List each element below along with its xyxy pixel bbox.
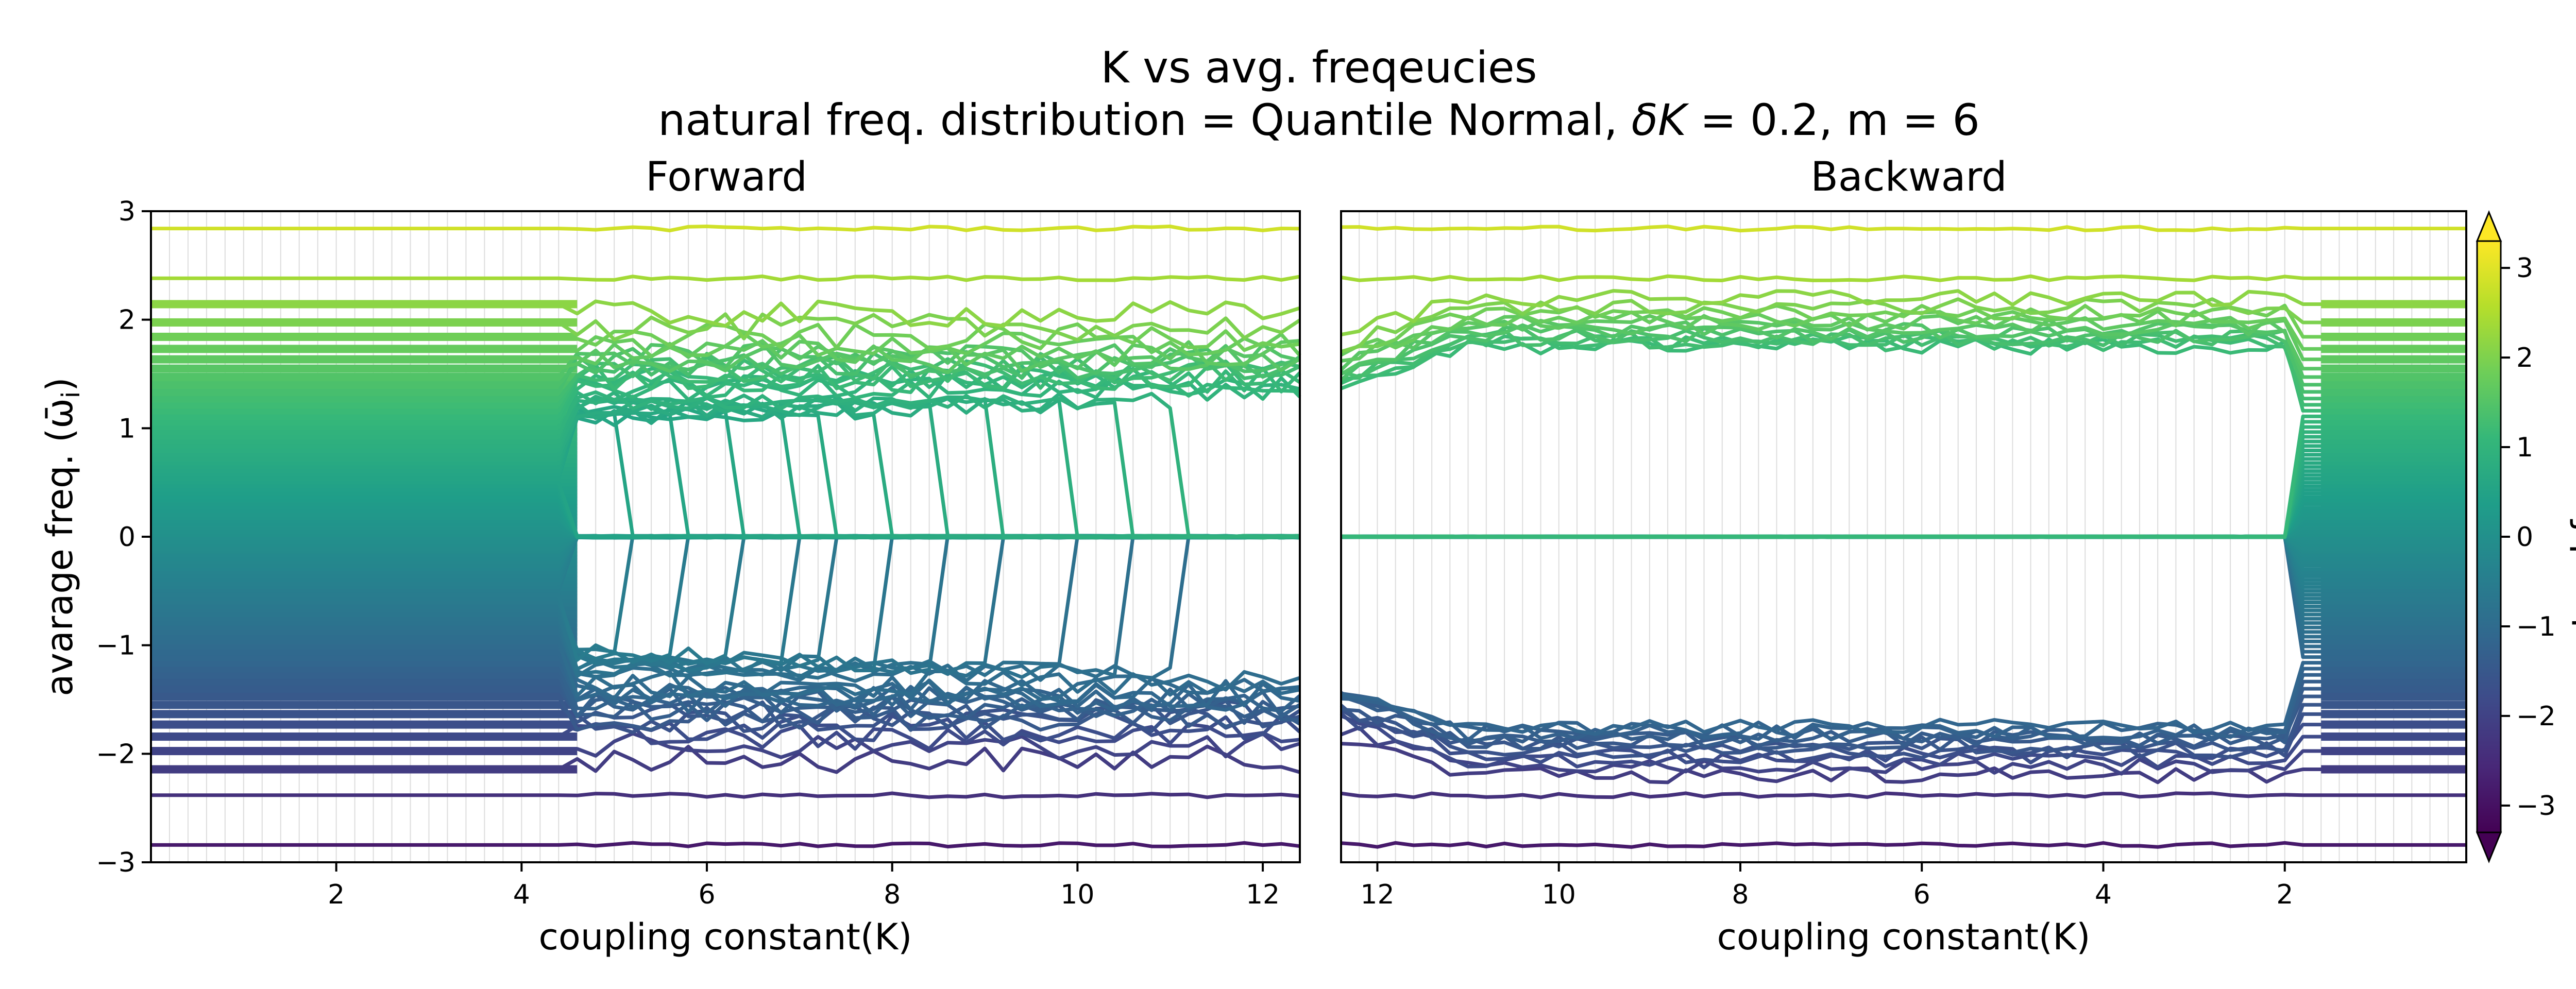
series-line — [151, 644, 1300, 702]
series-line — [151, 791, 1300, 799]
series-line — [151, 650, 1300, 705]
series-line — [1341, 225, 2466, 233]
y-tick-label: 3 — [118, 196, 135, 227]
series-line — [151, 299, 1301, 328]
colorbar-tick-label: −2 — [2516, 701, 2556, 732]
colorbar-label: natural freq. ωi — [2564, 401, 2576, 673]
colorbar-tick-label: −3 — [2516, 791, 2556, 822]
series-line — [1341, 414, 2466, 539]
series-line — [151, 392, 1300, 540]
forward-panel-title: Forward — [646, 154, 807, 200]
x-tick-label: 6 — [698, 879, 715, 910]
series-line — [1341, 289, 2466, 337]
forward-series-lines — [151, 225, 1301, 849]
colorbar-tick-label: 1 — [2516, 432, 2533, 463]
x-tick-label: 12 — [1360, 879, 1394, 910]
y-tick-label: 0 — [118, 522, 135, 553]
colorbar-tick-label: 2 — [2516, 343, 2533, 373]
series-line — [1340, 318, 2466, 371]
series-line — [1341, 667, 2466, 740]
colorbar-tick-label: −1 — [2516, 611, 2556, 642]
series-line — [1341, 314, 2466, 363]
colorbar-extend-top — [2476, 210, 2502, 242]
colorbar-extend-bottom — [2476, 831, 2502, 863]
forward-x-ticks: 2 4 6 8 10 12 — [328, 862, 1280, 910]
series-line — [1341, 274, 2466, 282]
series-line — [151, 331, 1301, 358]
x-tick-label: 6 — [1913, 879, 1930, 910]
series-line — [1340, 297, 2466, 354]
series-line — [151, 394, 1300, 540]
y-axis-label: avarage freq. (ω̄i) — [39, 377, 86, 696]
series-line — [151, 390, 1300, 540]
y-tick-label: 1 — [118, 413, 135, 444]
series-line — [151, 841, 1300, 849]
x-tick-label: 8 — [1732, 879, 1749, 910]
y-tick-label: 2 — [118, 305, 135, 336]
x-tick-label: 12 — [1246, 879, 1280, 910]
backward-x-ticks: 12 10 8 6 4 2 — [1360, 862, 2293, 910]
x-tick-label: 4 — [513, 879, 530, 910]
series-line — [151, 274, 1300, 282]
y-tick-label: −1 — [96, 630, 135, 661]
series-line — [151, 225, 1300, 233]
series-line — [151, 661, 1300, 712]
series-line — [1340, 703, 2466, 755]
series-line — [151, 362, 1301, 413]
x-tick-label: 8 — [884, 879, 901, 910]
series-line — [151, 345, 1301, 374]
series-line — [1341, 841, 2466, 849]
series-line — [151, 534, 1300, 683]
colorbar: 3 2 1 0 −1 −2 −3 natural freq. ωi — [2476, 210, 2576, 863]
series-line — [151, 639, 1301, 698]
chart-subtitle: natural freq. distribution = Quantile No… — [658, 95, 1980, 145]
series-line — [151, 744, 1300, 774]
colorbar-gradient — [2476, 240, 2502, 833]
chart-title: K vs avg. freqeucies — [1100, 42, 1537, 93]
series-line — [1340, 326, 2466, 387]
x-tick-label: 10 — [1060, 879, 1094, 910]
backward-panel-title: Backward — [1810, 154, 2007, 200]
series-line — [151, 679, 1300, 722]
forward-y-ticks: 3 2 1 0 −1 −2 −3 — [96, 196, 151, 878]
y-tick-label: −3 — [96, 847, 135, 878]
series-line — [151, 713, 1301, 743]
series-line — [151, 369, 1300, 424]
colorbar-tick-label: 3 — [2516, 253, 2533, 284]
x-tick-label: 4 — [2095, 879, 2112, 910]
series-line — [1341, 791, 2466, 799]
y-tick-label: −2 — [96, 739, 135, 770]
colorbar-tick-label: 0 — [2516, 522, 2533, 553]
series-line — [1341, 742, 2466, 785]
series-line — [151, 342, 1300, 379]
series-line — [151, 731, 1301, 761]
x-tick-label: 2 — [328, 879, 345, 910]
backward-x-axis-label: coupling constant(K) — [1717, 916, 2091, 958]
x-tick-label: 10 — [1542, 879, 1576, 910]
forward-x-axis-label: coupling constant(K) — [539, 916, 912, 958]
series-line — [151, 347, 1300, 387]
backward-plot: 12 10 8 6 4 2 — [1340, 210, 2467, 910]
series-line — [1341, 661, 2466, 736]
series-line — [151, 312, 1301, 342]
backward-series-lines — [1340, 225, 2466, 849]
backward-axes-frame — [1340, 210, 2467, 863]
series-line — [151, 667, 1301, 715]
colorbar-ticks: 3 2 1 0 −1 −2 −3 — [2501, 253, 2556, 822]
x-tick-label: 2 — [2276, 879, 2293, 910]
